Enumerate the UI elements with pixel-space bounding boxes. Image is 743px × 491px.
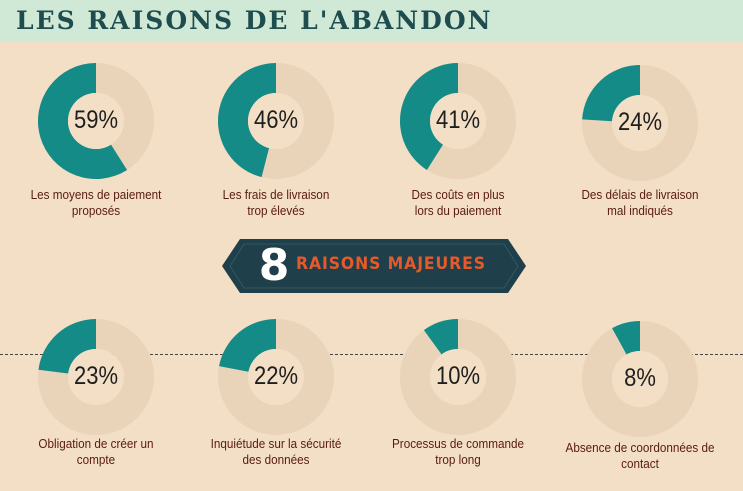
reason-label: Les moyens de paiement proposés bbox=[30, 187, 162, 218]
reason-donut: 46% bbox=[211, 56, 341, 186]
reason-donut: 41% bbox=[393, 56, 523, 186]
title-band: LES RAISONS DE L'ABANDON bbox=[0, 0, 743, 42]
donut-hole bbox=[612, 351, 668, 407]
donut-chart bbox=[218, 63, 334, 179]
donut-arc bbox=[423, 319, 458, 355]
donut-arc bbox=[612, 321, 640, 355]
donut-chart bbox=[582, 321, 698, 437]
donut-arc bbox=[38, 319, 96, 374]
reason-label: Processus de commande trop long bbox=[391, 436, 525, 467]
donut-chart bbox=[400, 319, 516, 435]
banner-text: RAISONS MAJEURES bbox=[296, 254, 486, 274]
divider-dashed bbox=[0, 354, 743, 355]
percent-label: 59% bbox=[73, 106, 119, 134]
percent-label: 46% bbox=[253, 106, 299, 134]
percent-label: 23% bbox=[73, 362, 119, 390]
donut-arc bbox=[38, 63, 128, 179]
donut-chart bbox=[38, 63, 154, 179]
reason-donut: 24% bbox=[575, 58, 705, 188]
donut-hole bbox=[68, 349, 124, 405]
donut-arc bbox=[400, 63, 458, 170]
donut-chart bbox=[218, 319, 334, 435]
page-title: LES RAISONS DE L'ABANDON bbox=[16, 6, 493, 35]
percent-label: 24% bbox=[617, 108, 663, 136]
reason-donut: 10% bbox=[393, 312, 523, 442]
donut-hole bbox=[248, 93, 304, 149]
donut-arc bbox=[219, 319, 276, 372]
donut-arc bbox=[218, 63, 276, 178]
donut-hole bbox=[248, 349, 304, 405]
donut-chart bbox=[38, 319, 154, 435]
donut-hole bbox=[430, 349, 486, 405]
reason-donut: 22% bbox=[211, 312, 341, 442]
donut-arc bbox=[582, 65, 640, 122]
reason-label: Inquiétude sur la sécurité des données bbox=[210, 436, 342, 467]
reason-donut: 23% bbox=[31, 312, 161, 442]
reason-label: Obligation de créer un compte bbox=[38, 436, 154, 467]
reason-donut: 59% bbox=[31, 56, 161, 186]
percent-label: 10% bbox=[435, 362, 481, 390]
reason-label: Absence de coordonnées de contact bbox=[565, 440, 715, 471]
banner-number: 8 bbox=[258, 240, 290, 291]
reason-donut: 8% bbox=[575, 314, 705, 444]
reason-label: Des coûts en plus lors du paiement bbox=[411, 187, 505, 218]
reason-label: Des délais de livraison mal indiqués bbox=[581, 187, 699, 218]
donut-hole bbox=[68, 93, 124, 149]
banner-ribbon bbox=[222, 239, 526, 293]
reason-label: Les frais de livraison trop élevés bbox=[222, 187, 330, 218]
percent-label: 8% bbox=[624, 364, 656, 392]
donut-hole bbox=[430, 93, 486, 149]
percent-label: 41% bbox=[435, 106, 481, 134]
donut-hole bbox=[612, 95, 668, 151]
donut-chart bbox=[582, 65, 698, 181]
donut-chart bbox=[400, 63, 516, 179]
percent-label: 22% bbox=[253, 362, 299, 390]
